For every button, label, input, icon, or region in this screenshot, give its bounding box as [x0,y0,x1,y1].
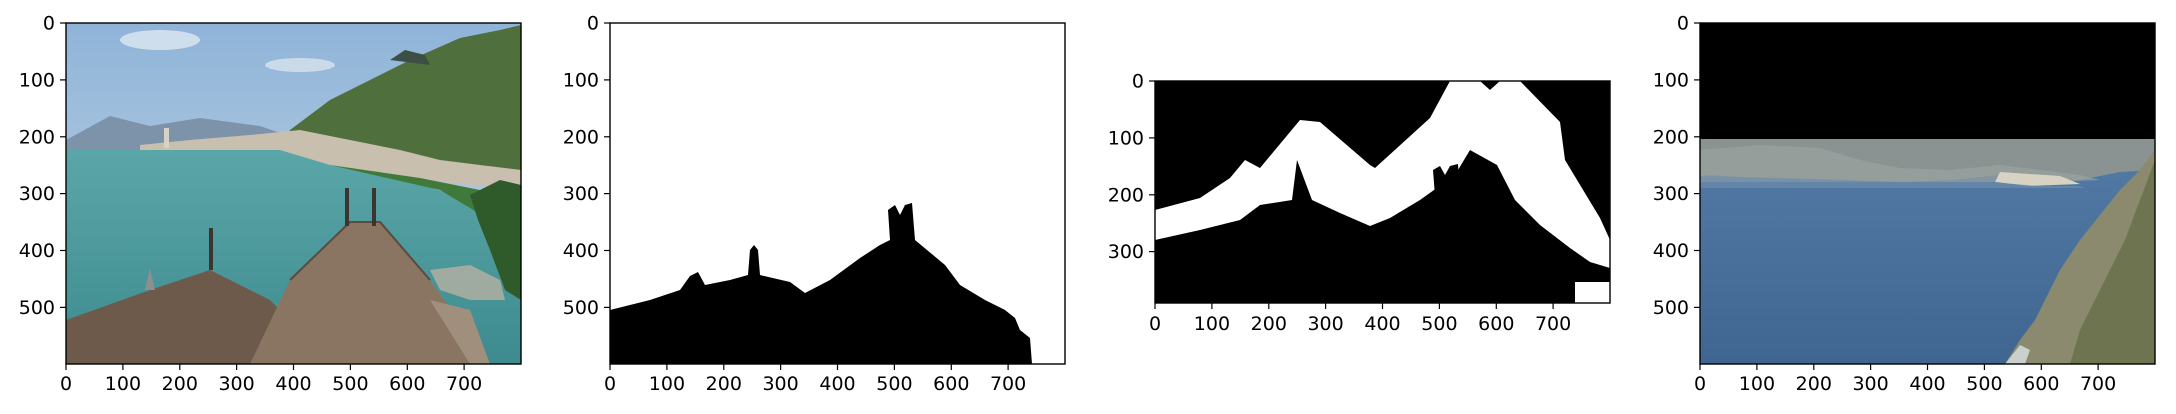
y-tick-label: 400 [19,240,55,262]
mask-roof-silhouette [610,23,1065,364]
x-tick-label: 700 [2080,373,2116,395]
x-tick-label: 600 [1478,313,1514,335]
y-tick-label: 0 [1677,13,1689,35]
x-tick-label: 400 [275,373,311,395]
x-tick-label: 600 [389,373,425,395]
x-tick-label: 200 [162,373,198,395]
panel-3: 0 100 200 300 400 500 600 700 0 100 200 … [1108,71,1611,335]
panel-4: 0 100 200 300 400 500 600 700 0 100 200 … [1653,13,2156,395]
y-tick-label: 500 [563,297,599,319]
x-axis: 0 100 200 300 400 500 600 700 [1694,364,2116,395]
x-tick-label: 300 [1852,373,1888,395]
x-axis: 0 100 200 300 400 500 600 700 [60,364,482,395]
x-tick-label: 700 [446,373,482,395]
y-tick-label: 500 [1653,297,1689,319]
x-tick-label: 600 [2023,373,2059,395]
x-tick-label: 200 [1796,373,1832,395]
x-tick-label: 500 [332,373,368,395]
x-tick-label: 100 [105,373,141,395]
panel-2: 0 100 200 300 400 500 600 700 0 100 200 … [563,13,1066,395]
y-tick-label: 100 [1653,69,1689,91]
y-tick-label: 200 [563,126,599,148]
x-tick-label: 500 [1966,373,2002,395]
x-tick-label: 0 [60,373,72,395]
photo-lakeside-town [66,23,521,364]
y-tick-label: 300 [1108,241,1144,263]
y-tick-label: 200 [19,126,55,148]
x-tick-label: 100 [1739,373,1775,395]
y-axis: 0 100 200 300 400 500 [1653,13,1700,319]
y-tick-label: 400 [563,240,599,262]
x-tick-label: 300 [762,373,798,395]
x-axis: 0 100 200 300 400 500 600 700 [1149,303,1571,335]
x-tick-label: 0 [604,373,616,395]
x-tick-label: 400 [1364,313,1400,335]
x-tick-label: 0 [1694,373,1706,395]
y-tick-label: 100 [563,69,599,91]
y-tick-label: 500 [19,297,55,319]
x-tick-label: 500 [1421,313,1457,335]
y-tick-label: 300 [19,183,55,205]
y-tick-label: 100 [1108,127,1144,149]
x-tick-label: 400 [819,373,855,395]
x-tick-label: 400 [1909,373,1945,395]
mask-dilated-edge [1155,81,1610,303]
panel-1: 0 100 200 300 400 500 600 700 0 100 200 … [19,13,522,395]
x-tick-label: 100 [649,373,685,395]
y-tick-label: 0 [587,13,599,35]
y-tick-label: 400 [1653,240,1689,262]
x-tick-label: 100 [1194,313,1230,335]
photo-coastal-bay [1700,23,2155,364]
y-axis: 0 100 200 300 400 500 [19,13,66,319]
x-tick-label: 700 [1535,313,1571,335]
black-top-band [1700,23,2155,139]
x-tick-label: 500 [876,373,912,395]
y-tick-label: 200 [1108,184,1144,206]
x-tick-label: 0 [1149,313,1161,335]
y-axis: 0 100 200 300 [1108,71,1155,263]
y-tick-label: 100 [19,69,55,91]
x-tick-label: 200 [1251,313,1287,335]
x-tick-label: 200 [706,373,742,395]
x-tick-label: 600 [933,373,969,395]
y-axis: 0 100 200 300 400 500 [563,13,610,319]
y-tick-label: 0 [1132,71,1144,93]
x-tick-label: 700 [990,373,1026,395]
y-tick-label: 0 [43,13,55,35]
x-tick-label: 300 [218,373,254,395]
y-tick-label: 300 [1653,183,1689,205]
x-tick-label: 300 [1307,313,1343,335]
y-tick-label: 300 [563,183,599,205]
x-axis: 0 100 200 300 400 500 600 700 [604,364,1026,395]
y-tick-label: 200 [1653,126,1689,148]
